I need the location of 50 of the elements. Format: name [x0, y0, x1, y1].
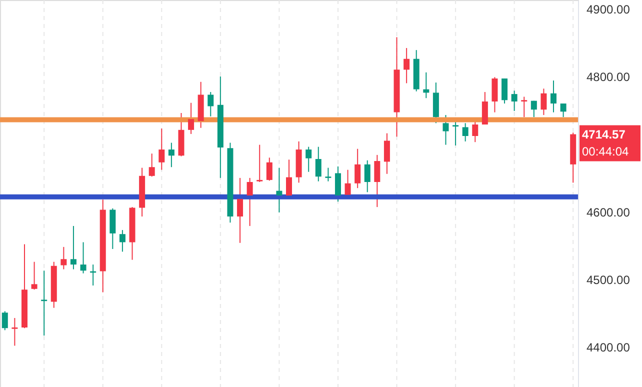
candlestick — [148, 153, 155, 178]
candlestick — [374, 154, 380, 208]
candlestick — [550, 80, 557, 113]
candlestick — [354, 148, 361, 189]
text: 00:44:04 — [582, 144, 630, 158]
y-tick-label: 4900.00 — [586, 2, 630, 16]
candlestick — [472, 120, 478, 143]
candlestick — [540, 88, 547, 116]
candlestick — [286, 159, 292, 197]
candlestick — [31, 261, 38, 290]
candlestick — [110, 208, 116, 250]
candlestick — [442, 114, 449, 146]
candlestick — [80, 242, 86, 274]
candlestick — [511, 90, 518, 112]
candlestick — [325, 167, 332, 182]
candlestick — [560, 103, 566, 118]
y-tick-label: 4400.00 — [586, 340, 630, 355]
y-tick-label: 4600.00 — [586, 205, 630, 220]
candlestick — [334, 166, 341, 202]
candlestick — [168, 142, 174, 168]
candlestick — [2, 310, 8, 331]
candlestick — [344, 169, 351, 196]
candlestick — [276, 167, 282, 213]
candlestick — [237, 177, 244, 244]
candlestick — [70, 225, 76, 270]
candlestick — [521, 96, 528, 118]
candlestick — [502, 78, 508, 104]
candlestick — [266, 157, 272, 182]
candlestick — [60, 246, 67, 270]
candlestick — [452, 120, 459, 146]
y-tick-label: 4500.00 — [586, 272, 630, 287]
candlestick — [530, 100, 537, 118]
candlestick — [119, 230, 126, 252]
candlestick — [208, 92, 214, 117]
candlestick — [462, 122, 468, 142]
candlestick — [188, 102, 194, 134]
candlestick — [256, 144, 263, 182]
candlestick — [41, 270, 48, 336]
candlestick — [12, 317, 18, 346]
candlestick — [158, 128, 165, 170]
text: 4714.57 — [582, 127, 626, 142]
candlestick — [492, 76, 498, 113]
candlestick — [482, 92, 488, 125]
candlestick — [306, 146, 312, 172]
candlestick — [384, 132, 390, 174]
y-tick-label: 4800.00 — [586, 70, 630, 84]
candlestick — [315, 146, 322, 182]
candlestick — [364, 160, 370, 193]
candlestick — [404, 48, 410, 84]
candlestick — [246, 177, 253, 226]
